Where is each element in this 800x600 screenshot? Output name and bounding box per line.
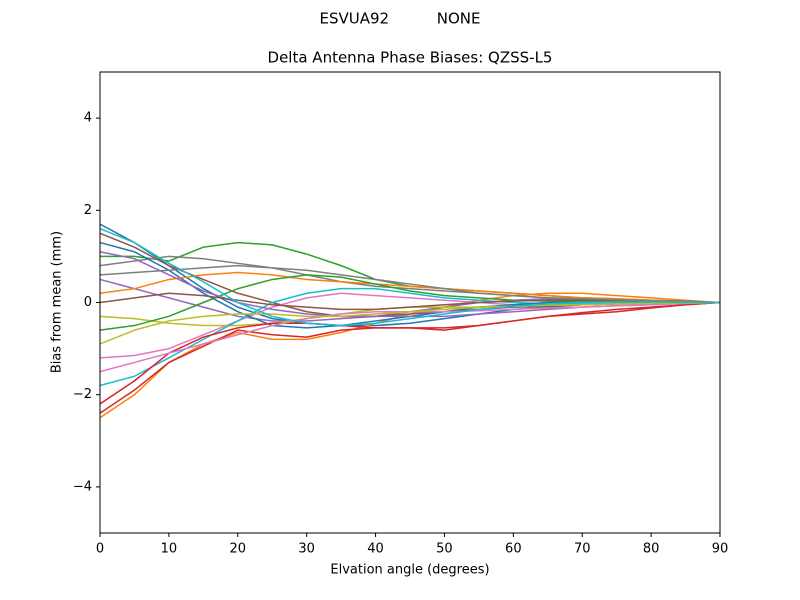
x-tick-label: 60 <box>505 542 522 557</box>
series-line <box>99 301 721 373</box>
suptitle: ESVUA92 NONE <box>320 10 481 28</box>
x-tick-label: 70 <box>574 542 591 557</box>
plot-area <box>99 223 721 419</box>
series-line <box>99 228 720 327</box>
y-tick-label: −4 <box>73 479 92 494</box>
series-line <box>99 264 721 304</box>
y-tick-label: 4 <box>84 111 92 126</box>
series-line <box>99 301 721 405</box>
series-line <box>99 271 721 304</box>
x-axis-label: Elvation angle (degrees) <box>330 563 489 578</box>
y-tick-label: 0 <box>84 295 92 310</box>
x-tick-label: 90 <box>712 542 729 557</box>
chart-title: Delta Antenna Phase Biases: QZSS-L5 <box>268 49 553 67</box>
x-tick-label: 50 <box>436 542 453 557</box>
series-line <box>99 241 721 329</box>
x-tick-label: 40 <box>367 542 384 557</box>
x-tick-label: 0 <box>96 542 104 557</box>
y-tick-label: −2 <box>73 387 92 402</box>
x-tick-label: 30 <box>298 542 315 557</box>
y-tick-label: 2 <box>84 203 92 218</box>
x-tick-label: 80 <box>643 542 660 557</box>
x-tick-label: 20 <box>230 542 247 557</box>
series-line <box>99 301 721 345</box>
x-tick-label: 10 <box>161 542 178 557</box>
series-line <box>99 292 721 311</box>
y-axis-label: Bias from mean (mm) <box>50 231 65 373</box>
